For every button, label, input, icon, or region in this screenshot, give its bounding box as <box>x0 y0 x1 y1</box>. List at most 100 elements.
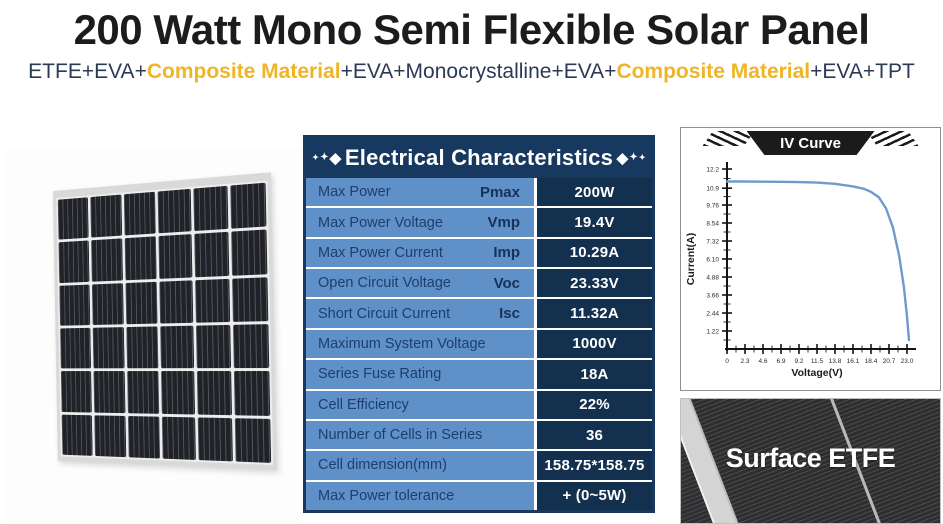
iv-curve-chart: IV Curve 0 2.3 4.6 6.9 9.2 11.5 13.8 16.1 18.4 20… <box>680 127 941 391</box>
svg-text:16.1: 16.1 <box>847 358 860 365</box>
subtitle-segment: Composite Material <box>616 60 811 83</box>
spec-label: Maximum System Voltage <box>318 335 486 352</box>
svg-text:1.22: 1.22 <box>706 329 719 336</box>
solar-cell <box>162 416 197 460</box>
table-row: Maximum System Voltage 1000V <box>306 327 652 359</box>
spec-label: Max Power Voltage <box>318 214 443 231</box>
hatch-stripes-left-icon <box>702 131 755 146</box>
svg-text:18.4: 18.4 <box>865 358 878 365</box>
solar-cell <box>126 371 160 414</box>
spec-label: Short Circuit Current <box>318 305 451 322</box>
solar-cell <box>160 325 195 369</box>
page-title: 200 Watt Mono Semi Flexible Solar Panel <box>73 6 870 53</box>
diamond-ornament-left: ✦ ✦ ◆ <box>312 149 342 167</box>
svg-text:9.76: 9.76 <box>706 203 719 210</box>
spec-symbol: Vmp <box>487 214 520 232</box>
diamond-ornament-right: ◆ ✦ ✦ <box>616 149 646 167</box>
table-title: Electrical Characteristics <box>344 145 614 170</box>
solar-cell <box>197 371 233 415</box>
svg-text:23.0: 23.0 <box>901 358 914 365</box>
solar-cell <box>57 197 89 240</box>
solar-cell <box>158 234 193 279</box>
spec-symbol: Pmax <box>479 183 520 201</box>
iv-curve-banner-label: IV Curve <box>746 131 875 155</box>
spec-value: 36 <box>585 426 604 444</box>
solar-cell <box>126 326 159 369</box>
spec-value: 11.32A <box>570 305 619 323</box>
spec-label: Open Circuit Voltage <box>318 275 451 292</box>
svg-text:7.32: 7.32 <box>706 239 719 246</box>
solar-cell <box>195 278 231 323</box>
spec-value: 158.75*158.75 <box>544 456 645 474</box>
solar-cell <box>196 324 232 369</box>
solar-cell <box>59 284 91 326</box>
svg-text:4.6: 4.6 <box>758 358 767 365</box>
solar-cell <box>92 327 125 369</box>
table-row: Number of Cells in Series 36 <box>306 418 652 450</box>
svg-text:2.3: 2.3 <box>740 358 749 365</box>
svg-text:0: 0 <box>725 358 729 365</box>
solar-cell <box>94 415 126 458</box>
table-row: Max Power Pmax 200W <box>306 178 652 207</box>
subtitle-segment: Composite Material <box>146 60 341 83</box>
table-row: Cell dimension(mm) 158.75*158.75 <box>306 449 652 480</box>
solar-cell <box>125 281 158 325</box>
table-title-bar: ✦ ✦ ◆ Electrical Characteristics ◆ ✦ ✦ <box>306 138 652 178</box>
solar-cell <box>231 229 268 276</box>
svg-text:4.88: 4.88 <box>706 275 719 282</box>
spec-value: 10.29A <box>569 244 620 262</box>
solar-panel-photo <box>6 148 302 524</box>
solar-cell <box>234 417 272 463</box>
svg-text:12.2: 12.2 <box>706 167 719 174</box>
solar-cell <box>58 240 90 283</box>
spec-value: 19.4V <box>574 214 615 232</box>
svg-text:10.9: 10.9 <box>706 186 719 193</box>
solar-cell <box>127 415 161 459</box>
table-body: Max Power Pmax 200W Max Power Voltage Vm… <box>306 178 652 510</box>
solar-cell <box>198 417 234 462</box>
spec-value: 1000V <box>572 335 617 353</box>
electrical-characteristics-table: ✦ ✦ ◆ Electrical Characteristics ◆ ✦ ✦ Max P… <box>303 135 655 513</box>
surface-etfe-photo: Surface ETFE <box>680 398 941 524</box>
spec-label: Max Power Current <box>318 244 443 261</box>
solar-cell <box>90 238 123 282</box>
solar-cell <box>193 185 229 232</box>
svg-text:Current(A): Current(A) <box>685 233 697 286</box>
svg-text:13.8: 13.8 <box>829 358 842 365</box>
iv-curve-plot: 0 2.3 4.6 6.9 9.2 11.5 13.8 16.1 18.4 20.7 23.0 1.2… <box>685 162 916 379</box>
spec-value: 22% <box>579 396 610 414</box>
svg-text:3.66: 3.66 <box>706 293 719 300</box>
solar-cell <box>90 194 122 238</box>
solar-cell <box>159 279 194 324</box>
solar-cell <box>61 414 93 456</box>
table-row: Series Fuse Rating 18A <box>306 358 652 389</box>
solar-cell <box>60 327 91 369</box>
solar-cell <box>124 236 158 280</box>
solar-cell <box>158 188 192 234</box>
solar-cell <box>234 371 271 416</box>
table-row: Open Circuit Voltage Voc 23.33V <box>306 267 652 298</box>
spec-value: + (0~5W) <box>562 487 627 505</box>
spec-value: 200W <box>574 183 615 201</box>
spec-value: 18A <box>580 365 609 383</box>
solar-cell <box>233 324 270 369</box>
solar-cell <box>194 232 230 277</box>
solar-cell <box>161 371 196 415</box>
solar-panel-image <box>52 172 277 471</box>
spec-value: 23.33V <box>570 274 619 292</box>
table-row: Max Power Current Imp 10.29A <box>306 236 652 268</box>
iv-curve-banner: IV Curve <box>702 131 919 155</box>
solar-cell <box>123 191 157 236</box>
svg-text:Voltage(V): Voltage(V) <box>791 367 842 379</box>
spec-symbol: Voc <box>493 274 520 292</box>
table-row: Max Power Voltage Vmp 19.4V <box>306 206 652 237</box>
hatch-stripes-right-icon <box>866 131 919 146</box>
spec-label: Series Fuse Rating <box>318 366 442 383</box>
spec-label: Max Power tolerance <box>318 487 455 504</box>
svg-text:8.54: 8.54 <box>706 221 719 228</box>
table-row: Short Circuit Current Isc 11.32A <box>306 297 652 328</box>
spec-label: Max Power <box>318 184 391 201</box>
table-row: Cell Efficiency 22% <box>306 388 652 419</box>
svg-text:6.9: 6.9 <box>776 358 785 365</box>
